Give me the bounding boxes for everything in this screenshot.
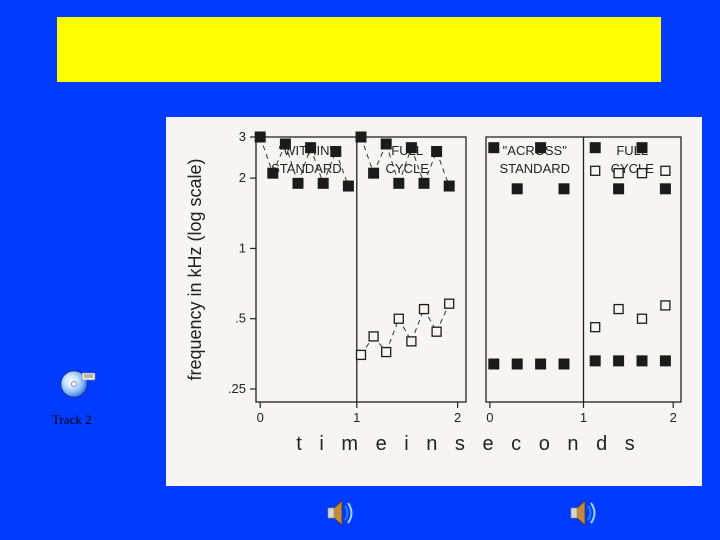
cd-icon[interactable] xyxy=(60,366,96,402)
svg-text:STANDARD: STANDARD xyxy=(499,161,570,176)
chart-image: .25.5123frequency in kHz (log scale)"WIT… xyxy=(166,117,702,486)
slide-root: .25.5123frequency in kHz (log scale)"WIT… xyxy=(0,0,720,540)
svg-text:2: 2 xyxy=(670,410,677,425)
svg-text:.5: .5 xyxy=(235,311,246,326)
cd-track-label: Track 2 xyxy=(52,412,92,428)
svg-text:0: 0 xyxy=(486,410,493,425)
title-bar xyxy=(57,17,661,82)
speaker-icon-left[interactable] xyxy=(325,498,355,528)
svg-text:"ACROSS": "ACROSS" xyxy=(503,143,568,158)
svg-text:1: 1 xyxy=(353,410,360,425)
svg-text:1: 1 xyxy=(580,410,587,425)
svg-text:frequency in kHz (log scale): frequency in kHz (log scale) xyxy=(185,158,205,380)
svg-text:2: 2 xyxy=(454,410,461,425)
svg-text:3: 3 xyxy=(239,129,246,144)
svg-text:t i m e i n s e c o n d s: t i m e i n s e c o n d s xyxy=(296,433,641,455)
svg-text:0: 0 xyxy=(257,410,264,425)
svg-text:.25: .25 xyxy=(228,381,246,396)
svg-text:1: 1 xyxy=(239,240,246,255)
chart-svg: .25.5123frequency in kHz (log scale)"WIT… xyxy=(166,117,702,486)
speaker-icon-right[interactable] xyxy=(568,498,598,528)
svg-text:2: 2 xyxy=(239,170,246,185)
